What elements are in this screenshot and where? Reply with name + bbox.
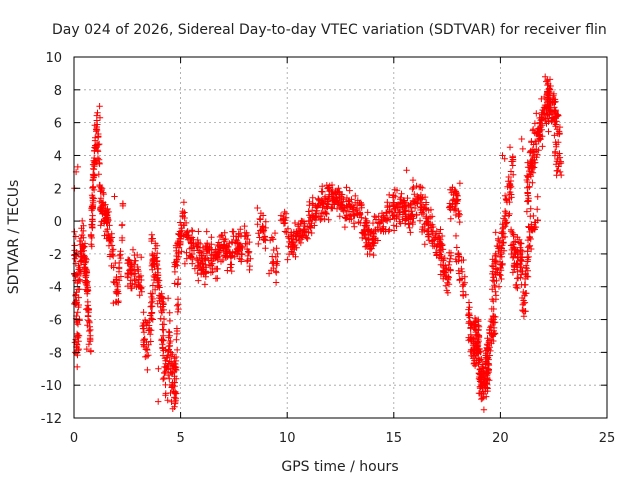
x-tick-label: 20 (492, 431, 509, 446)
y-tick-label: -6 (49, 314, 62, 329)
y-tick-label: -12 (41, 412, 62, 427)
y-tick-label: 8 (54, 84, 62, 99)
x-tick-label: 5 (176, 431, 184, 446)
y-axis-label: SDTVAR / TECUs (6, 180, 22, 295)
chart-title: Day 024 of 2026, Sidereal Day-to-day VTE… (52, 22, 607, 38)
y-tick-label: -2 (49, 248, 62, 263)
x-tick-label: 25 (599, 431, 616, 446)
y-tick-label: 10 (45, 51, 62, 66)
y-tick-label: 2 (54, 182, 62, 197)
x-axis-label: GPS time / hours (281, 459, 398, 475)
x-tick-label: 0 (70, 431, 78, 446)
y-tick-label: -8 (49, 346, 62, 361)
y-tick-label: 4 (54, 149, 62, 164)
chart-background (0, 0, 640, 480)
y-tick-label: 0 (54, 215, 62, 230)
y-tick-label: -4 (49, 281, 62, 296)
x-tick-label: 10 (279, 431, 296, 446)
y-tick-label: -10 (41, 379, 62, 394)
x-tick-label: 15 (386, 431, 403, 446)
sdtvar-chart: 0 5 10 15 20 25 -12 -10 -8 -6 -4 -2 0 2 4 6 8 10 Day 024 … (0, 0, 640, 480)
y-tick-label: 6 (54, 117, 62, 132)
